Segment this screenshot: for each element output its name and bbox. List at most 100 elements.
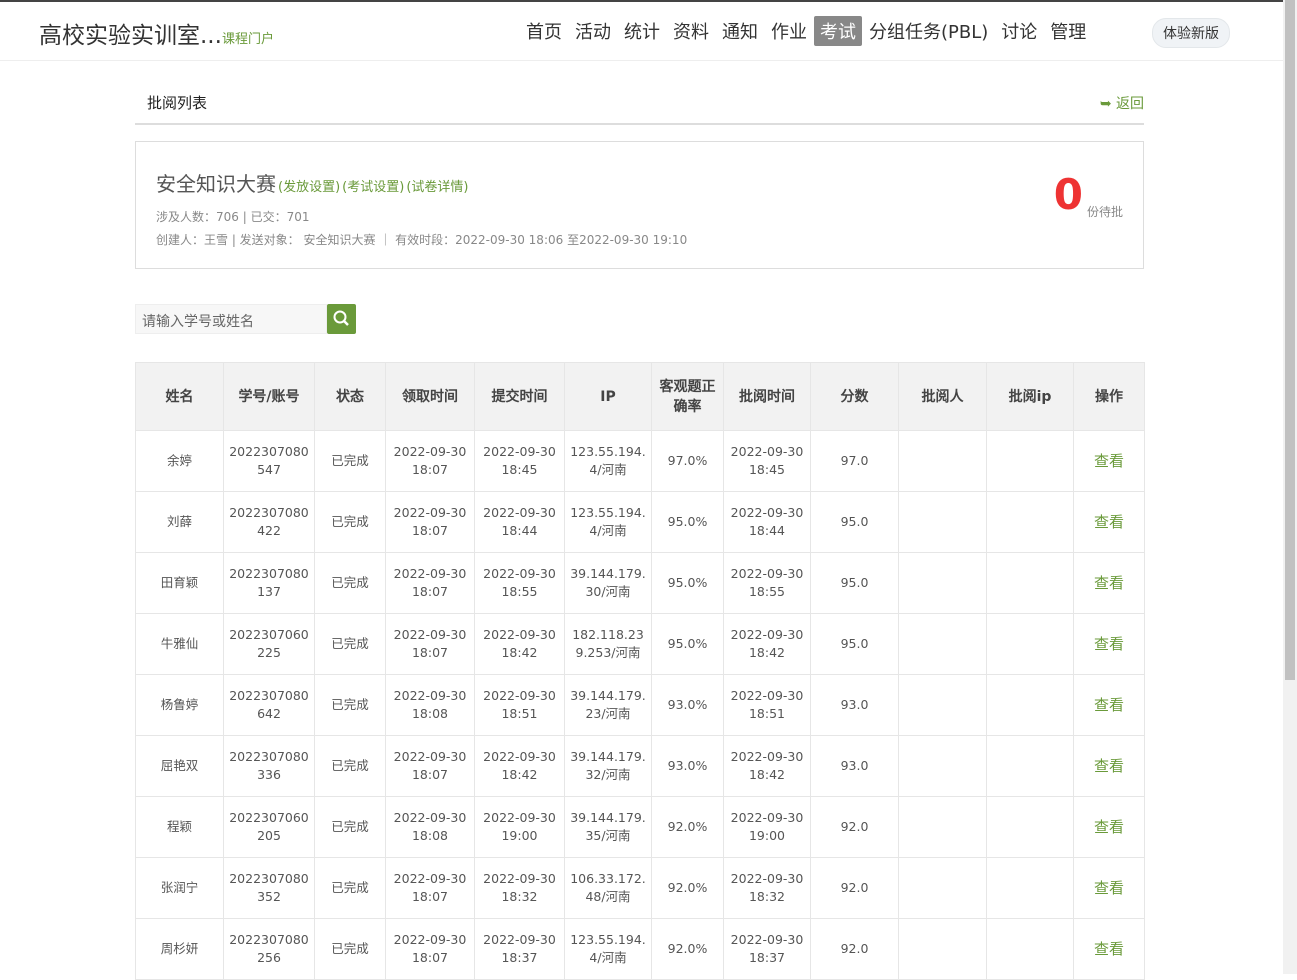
cell-review-time: 2022-09-30 19:00 xyxy=(723,796,811,858)
view-link[interactable]: 查看 xyxy=(1073,857,1145,919)
cell-start: 2022-09-30 18:08 xyxy=(385,796,475,858)
nav-item[interactable]: 考试 xyxy=(814,16,862,46)
exam-stats: 涉及人数：706 | 已交：701 xyxy=(156,210,310,224)
brand[interactable]: 高校实验实训室...课程门户 xyxy=(39,16,274,50)
table-row: 余婷 2022307080547 已完成 2022-09-30 18:07 2022-0… xyxy=(135,430,1145,492)
nav-item[interactable]: 资料 xyxy=(673,22,709,43)
back-link[interactable]: ➥ 返回 xyxy=(1099,96,1144,112)
scroll-thumb[interactable] xyxy=(1285,0,1295,680)
cell-name: 周杉妍 xyxy=(135,918,224,980)
cell-status: 已完成 xyxy=(314,674,386,736)
view-link[interactable]: 查看 xyxy=(1073,430,1145,492)
cell-submit: 2022-09-30 18:37 xyxy=(474,918,565,980)
pending-label: 份待批 xyxy=(1086,205,1123,219)
cell-submit: 2022-09-30 18:51 xyxy=(474,674,565,736)
table-row: 刘薛 2022307080422 已完成 2022-09-30 18:07 2022-0… xyxy=(135,491,1145,553)
nav-item[interactable]: 活动 xyxy=(575,22,611,43)
cell-submit: 2022-09-30 18:42 xyxy=(474,735,565,797)
empty-cell xyxy=(986,735,1074,797)
cell-name: 屈艳双 xyxy=(135,735,224,797)
column-header: 领取时间 xyxy=(385,362,475,431)
new-version-button[interactable]: 体验新版 xyxy=(1152,18,1230,48)
cell-id: 2022307080352 xyxy=(223,857,315,919)
exam-links: (发放设置) (考试设置) (试卷详情) xyxy=(276,172,468,196)
exam-link[interactable]: (考试设置) xyxy=(342,180,405,195)
exam-link[interactable]: (发放设置) xyxy=(278,180,341,195)
cell-submit: 2022-09-30 18:45 xyxy=(474,430,565,492)
cell-id: 2022307080336 xyxy=(223,735,315,797)
column-header: 批阅时间 xyxy=(723,362,811,431)
table-row: 牛雅仙 2022307060225 已完成 2022-09-30 18:07 2022-… xyxy=(135,613,1145,675)
search-icon xyxy=(333,310,349,326)
cell-name: 刘薛 xyxy=(135,491,224,553)
exam-name: 安全知识大赛 xyxy=(156,172,276,196)
site-subtitle[interactable]: 课程门户 xyxy=(221,32,274,47)
cell-score: 92.0 xyxy=(810,857,899,919)
cell-score: 92.0 xyxy=(810,918,899,980)
cell-submit: 2022-09-30 19:00 xyxy=(474,796,565,858)
column-header: IP xyxy=(564,362,652,431)
empty-cell xyxy=(986,918,1074,980)
view-link[interactable]: 查看 xyxy=(1073,552,1145,614)
cell-review-time: 2022-09-30 18:37 xyxy=(723,918,811,980)
cell-id: 2022307080137 xyxy=(223,552,315,614)
cell-status: 已完成 xyxy=(314,735,386,797)
cell-score: 95.0 xyxy=(810,613,899,675)
cell-start: 2022-09-30 18:07 xyxy=(385,430,475,492)
empty-cell xyxy=(986,857,1074,919)
nav-item[interactable]: 讨论 xyxy=(1001,22,1038,43)
cell-ip: 39.144.179.23/河南 xyxy=(564,674,652,736)
nav-item[interactable]: 统计 xyxy=(624,22,660,43)
view-link[interactable]: 查看 xyxy=(1073,735,1145,797)
view-link[interactable]: 查看 xyxy=(1073,796,1145,858)
view-link[interactable]: 查看 xyxy=(1073,491,1145,553)
cell-start: 2022-09-30 18:07 xyxy=(385,613,475,675)
cell-name: 程颖 xyxy=(135,796,224,858)
nav-item[interactable]: 作业 xyxy=(771,22,807,43)
cell-ip: 123.55.194.4/河南 xyxy=(564,918,652,980)
cell-name: 张润宁 xyxy=(135,857,224,919)
exam-link[interactable]: (试卷详情) xyxy=(406,180,469,195)
cell-ip: 39.144.179.32/河南 xyxy=(564,735,652,797)
cell-submit: 2022-09-30 18:42 xyxy=(474,613,565,675)
nav-item[interactable]: 分组任务(PBL) xyxy=(869,22,989,43)
cell-status: 已完成 xyxy=(314,918,386,980)
view-link[interactable]: 查看 xyxy=(1073,918,1145,980)
cell-rate: 97.0% xyxy=(651,430,724,492)
cell-review-time: 2022-09-30 18:51 xyxy=(723,674,811,736)
site-title[interactable]: 高校实验实训室... xyxy=(39,23,222,49)
search-input[interactable]: 请输入学号或姓名 xyxy=(135,304,327,334)
empty-cell xyxy=(986,552,1074,614)
nav-item[interactable]: 首页 xyxy=(526,22,562,43)
cell-submit: 2022-09-30 18:44 xyxy=(474,491,565,553)
column-header: 姓名 xyxy=(135,362,224,431)
cell-status: 已完成 xyxy=(314,857,386,919)
back-text[interactable]: 返回 xyxy=(1116,96,1144,112)
empty-cell xyxy=(986,613,1074,675)
cell-name: 余婷 xyxy=(135,430,224,492)
nav-item[interactable]: 管理 xyxy=(1050,22,1087,43)
column-header: 操作 xyxy=(1073,362,1145,431)
nav: 首页 活动 统计 资料 通知 作业 考试 分组任务(PBL) 讨论 管理 xyxy=(520,16,1093,46)
search-button[interactable] xyxy=(327,304,356,334)
table-row: 程颖 2022307060205 已完成 2022-09-30 18:08 2022-0… xyxy=(135,796,1145,858)
cell-start: 2022-09-30 18:07 xyxy=(385,918,475,980)
cell-status: 已完成 xyxy=(314,552,386,614)
top-bar: 高校实验实训室...课程门户 首页 活动 统计 资料 通知 作业 考试 分组任务(PBL) 讨论… xyxy=(0,0,1283,61)
cell-rate: 92.0% xyxy=(651,918,724,980)
column-header: 状态 xyxy=(314,362,386,431)
view-link[interactable]: 查看 xyxy=(1073,674,1145,736)
exam-card: 安全知识大赛 (发放设置) (考试设置) (试卷详情) 涉及人数：706 | 已交：7… xyxy=(135,141,1144,269)
search: 请输入学号或姓名 xyxy=(135,304,356,334)
empty-cell xyxy=(898,430,987,492)
cell-rate: 95.0% xyxy=(651,491,724,553)
cell-ip: 106.33.172.48/河南 xyxy=(564,857,652,919)
scrollbar[interactable] xyxy=(1283,0,1297,974)
view-link[interactable]: 查看 xyxy=(1073,613,1145,675)
cell-id: 2022307060225 xyxy=(223,613,315,675)
cell-review-time: 2022-09-30 18:32 xyxy=(723,857,811,919)
section-header: 批阅列表 ➥ 返回 xyxy=(135,80,1144,125)
nav-item[interactable]: 通知 xyxy=(722,22,758,43)
cell-id: 2022307080642 xyxy=(223,674,315,736)
pending-count: 0 xyxy=(1053,170,1083,219)
